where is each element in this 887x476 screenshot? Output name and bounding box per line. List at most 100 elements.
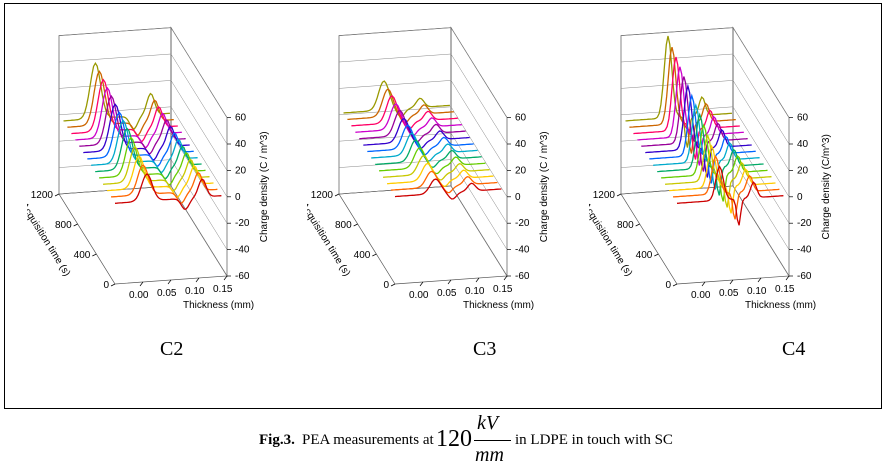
chart-panel-c4: 60 40 20 0 -20 -40 -60 0.00 0.05 0.10 0.15 Thicknes…: [589, 12, 879, 312]
z-tick-label: 20: [797, 165, 809, 176]
grid-line: [58, 80, 228, 171]
grid-line: [620, 53, 790, 145]
panel-label-c2: C2: [160, 338, 184, 360]
x-tick-label: 0.10: [185, 286, 205, 297]
waterfall-curve: [394, 178, 502, 200]
x-tick-label: 0.10: [465, 286, 485, 297]
x-tick: [167, 279, 172, 285]
caption-fraction-bar: [474, 440, 511, 441]
x-tick: [757, 277, 762, 283]
caption-value: 120: [436, 426, 472, 452]
z-tick-label: 60: [797, 113, 809, 124]
y-tick: [390, 283, 396, 287]
grid-line: [338, 132, 508, 224]
y-tick: [672, 283, 678, 287]
x-axis-label: Thickness (mm): [463, 300, 534, 311]
chart-svg-c2: 60 40 20 0 -20 -40 -60 0.00 0.05 0.10 0.15 Thicknes…: [27, 26, 270, 311]
x-axis-label: Thickness (mm): [745, 300, 816, 311]
z-tick-label: 60: [515, 113, 527, 124]
y-tick: [54, 193, 60, 197]
y-tick: [334, 193, 340, 197]
y-tick-label: 0: [383, 280, 389, 291]
x-axis-label: Thickness (mm): [183, 300, 254, 311]
z-tick-label: -20: [235, 218, 250, 229]
x-tick-label: 0.00: [129, 290, 149, 301]
chart-axes: 60 40 20 0 -20 -40 -60 0.00 0.05 0.10 0.15 Thicknes…: [589, 26, 832, 311]
z-tick-label: -40: [235, 245, 250, 256]
chart-panel-c3: 60 40 20 0 -20 -40 -60 0.00 0.05 0.10 0.15 Thicknes…: [307, 12, 597, 312]
waterfall-curve: [347, 88, 454, 124]
z-tick-label: 40: [515, 139, 527, 150]
x-tick: [195, 277, 200, 283]
y-tick-label: 400: [74, 250, 91, 261]
caption-text-after: in LDPE in touch with SC: [515, 432, 673, 448]
z-axis-label: Charge density (C / m^3): [539, 131, 550, 242]
z-tick-label: -40: [515, 245, 530, 256]
waterfall-curve: [641, 76, 748, 172]
waterfall-curve: [676, 165, 784, 226]
chart-panel-c2: 60 40 20 0 -20 -40 -60 0.00 0.05 0.10 0.15 Thicknes…: [27, 12, 317, 312]
z-axis-label: Charge density (C/m^3): [821, 134, 832, 239]
waterfall-curve: [91, 119, 198, 173]
x-tick: [785, 275, 790, 281]
x-tick: [475, 277, 480, 283]
chart-svg-c4: 60 40 20 0 -20 -40 -60 0.00 0.05 0.10 0.15 Thicknes…: [589, 26, 832, 311]
x-tick-label: 0.15: [775, 284, 795, 295]
grid-line: [58, 53, 228, 145]
z-tick-label: -20: [515, 218, 530, 229]
y-tick: [110, 283, 116, 287]
y-tick-label: 400: [354, 250, 371, 261]
y-axis-label: Acquisition time (s): [589, 201, 634, 278]
grid-line: [620, 185, 790, 277]
z-tick-label: 0: [515, 192, 521, 203]
x-tick: [503, 275, 508, 281]
chart-axes: 60 40 20 0 -20 -40 -60 0.00 0.05 0.10 0.15 Thicknes…: [307, 26, 550, 311]
y-tick: [73, 223, 78, 227]
caption-text-before: PEA measurements at: [302, 432, 434, 448]
grid-line: [620, 27, 790, 118]
z-tick-label: -40: [797, 245, 812, 256]
x-tick-label: 0.05: [719, 288, 739, 299]
caption-fig-label: Fig.3.: [259, 432, 295, 448]
y-tick-label: 800: [617, 220, 634, 231]
z-tick-label: 40: [235, 139, 247, 150]
grid-line: [338, 106, 508, 197]
z-tick-label: 20: [235, 165, 247, 176]
waterfall-curve: [114, 173, 222, 210]
grid-line: [338, 80, 508, 171]
waterfall-curve: [343, 80, 450, 118]
z-tick-label: -20: [797, 218, 812, 229]
z-tick-label: 0: [235, 192, 241, 203]
y-tick-label: 1200: [31, 190, 54, 201]
x-tick-label: 0.15: [213, 284, 233, 295]
x-tick: [139, 281, 144, 287]
figure-frame: 60 40 20 0 -20 -40 -60 0.00 0.05 0.10 0.15 Thicknes…: [4, 3, 882, 409]
waterfall-curve: [103, 146, 210, 192]
waterfall-curve: [110, 164, 218, 204]
x-tick: [701, 281, 706, 287]
z-tick-label: 20: [515, 165, 527, 176]
grid-line: [338, 27, 508, 118]
panel-label-c4: C4: [782, 338, 806, 360]
z-tick-label: 60: [235, 113, 247, 124]
x-tick: [729, 279, 734, 285]
x-tick-label: 0.15: [493, 284, 513, 295]
grid-line: [338, 53, 508, 145]
x-tick-label: 0.00: [409, 290, 429, 301]
z-tick-label: -60: [797, 271, 812, 282]
y-tick-label: 800: [55, 220, 72, 231]
grid-line: [58, 132, 228, 224]
caption-denominator: mm: [475, 444, 504, 466]
grid-line: [620, 106, 790, 197]
waterfall-curve: [653, 102, 760, 190]
grid-line: [620, 80, 790, 171]
y-tick-label: 0: [665, 280, 671, 291]
x-tick-label: 0.05: [157, 288, 177, 299]
y-tick: [92, 253, 97, 257]
x-tick-label: 0.00: [691, 290, 711, 301]
waterfall-curve: [95, 127, 202, 179]
floor: [338, 185, 508, 285]
y-tick: [372, 253, 377, 257]
x-tick-label: 0.05: [437, 288, 457, 299]
x-tick: [223, 275, 228, 281]
